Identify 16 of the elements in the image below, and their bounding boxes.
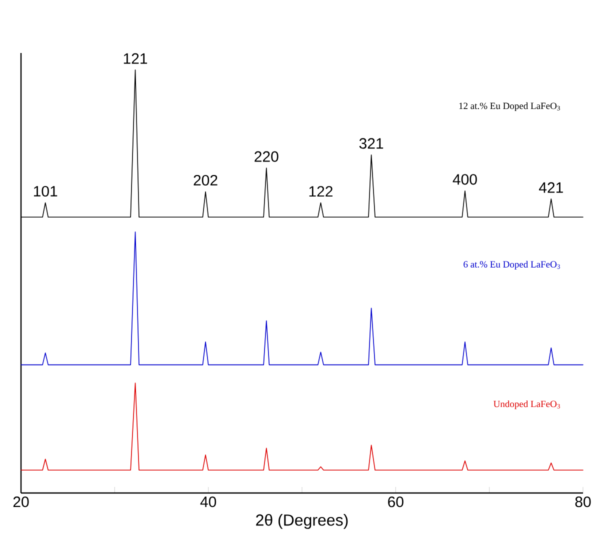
text: 12 at.% Eu Doped LaFeO$_{3}$ [459,102,560,112]
annotation: 220 [254,151,278,162]
x-axis-title: 2θ (Degrees) [256,514,348,529]
x-tick-label: 20 [13,496,29,508]
annotation: 321 [359,138,384,149]
x-tick-label: 80 [575,496,591,508]
x-tick-label: 40 [200,496,216,508]
annotation: 400 [452,174,477,185]
annotation: 202 [194,174,218,186]
text: 6 at.% Eu Doped LaFeO$_{3}$ [464,260,560,270]
annotation: 421 [538,182,563,193]
text: Undoped LaFeO$_{3}$ [494,400,560,410]
x-tick-label: 60 [388,496,404,508]
annotation: 122 [309,186,332,197]
annotation: 101 [34,186,58,197]
annotation: 121 [124,53,148,64]
